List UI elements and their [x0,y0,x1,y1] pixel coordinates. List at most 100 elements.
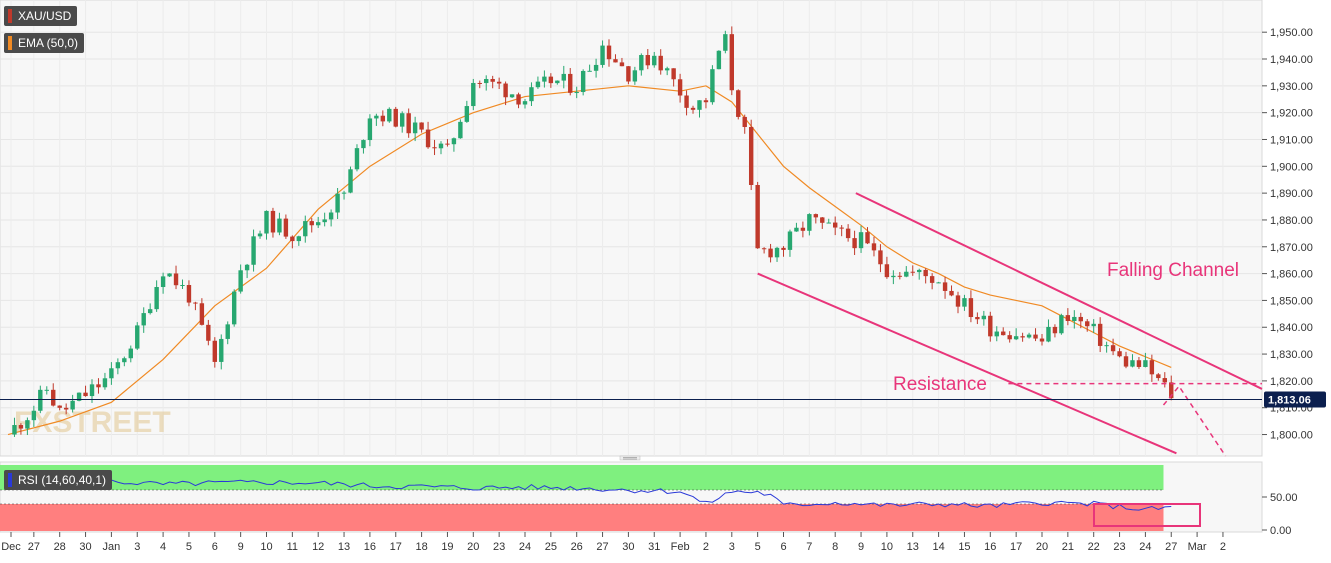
candle-body [367,118,373,141]
price-tick-label: 1,880.00 [1270,215,1313,227]
price-tick-label: 1,940.00 [1270,54,1313,66]
rsi-tick-label: 50.00 [1270,492,1298,504]
candle-body [400,113,405,127]
candle-body [619,62,625,67]
x-tick-label: 3 [134,541,140,553]
candle-body [1123,356,1129,367]
x-tick-label: 6 [212,541,218,553]
candle-body [936,282,941,284]
candle-body [794,227,799,232]
x-tick-label: Jan [103,541,121,553]
price-tick-label: 1,830.00 [1270,349,1313,361]
candle-body [70,400,75,410]
candle-body [219,338,224,362]
candle-body [639,55,644,71]
candle-body [1085,321,1090,327]
x-tick-label: 28 [54,541,66,553]
candle-body [878,250,883,265]
candle-body [89,384,95,397]
candle-body [826,222,831,224]
candle-body [419,122,424,130]
x-tick-label: Feb [671,541,690,553]
candle-body [147,309,153,314]
candle-body [1052,326,1058,334]
x-tick-label: 27 [28,541,40,553]
candle-body [1065,315,1071,321]
candle-body [167,273,172,277]
x-tick-label: 15 [958,541,970,553]
symbol-legend[interactable]: XAU/USD [4,6,78,26]
x-tick-label: 20 [1036,541,1048,553]
x-tick-label: 23 [1113,541,1125,553]
x-tick-label: 27 [1165,541,1177,553]
candle-body [542,76,547,82]
symbol-swatch [8,9,12,23]
candle-body [729,34,734,91]
x-tick-label: 5 [755,541,761,553]
candle-body [852,238,857,249]
x-tick-label: 8 [832,541,838,553]
current-price-tag [1264,391,1326,408]
rsi-oversold-zone [0,504,1164,531]
candle-body [768,248,773,258]
candle-body [891,275,896,278]
candle-body [555,80,560,84]
candle-body [1149,360,1155,375]
candle-body [923,269,928,277]
candle-body [406,113,411,134]
candle-body [264,210,269,234]
candle-body [962,298,967,307]
x-tick-label: 14 [932,541,944,553]
candle-body [44,389,49,391]
candle-body [904,271,909,277]
candle-body [710,69,715,103]
candle-body [186,285,192,303]
candle-body [128,348,133,359]
candle-body [122,358,127,363]
candle-body [109,368,114,379]
candle-body [516,94,521,105]
x-tick-label: 31 [648,541,660,553]
candle-body [587,70,592,72]
channel-upper-line [855,192,1263,390]
ema-legend[interactable]: EMA (50,0) [4,33,85,53]
candle-body [593,64,599,71]
candle-body [975,317,980,320]
rsi-overbought-zone [0,465,1164,490]
rsi-legend[interactable]: RSI (14,60,40,1) [4,470,113,490]
ema-line [7,85,1172,436]
candle-body [671,68,676,80]
candle-body [910,271,915,273]
candle-body [173,273,179,286]
candle-body [141,313,146,326]
x-tick-label: 13 [907,541,919,553]
candle-body [509,94,515,98]
candle-body [865,232,870,244]
x-tick-label: 22 [1088,541,1100,553]
candle-body [361,140,366,149]
candle-body [658,55,663,71]
candle-body [1169,382,1174,399]
candle-body [458,121,463,139]
candle-body [1072,316,1077,321]
candle-body [102,378,108,388]
current-price-label: 1,813.06 [1268,395,1311,407]
candle-body [380,115,386,122]
candle-body [839,227,844,229]
candle-body [574,92,579,94]
x-tick-label: 9 [858,541,864,553]
candle-body [884,264,890,278]
symbol-label: XAU/USD [18,9,72,23]
candle-body [199,303,205,325]
candle-body [477,82,482,84]
candle-body [387,108,392,122]
candle-body [335,193,340,213]
candle-body [1059,315,1064,334]
candle-body [820,217,825,223]
x-tick-label: 10 [881,541,893,553]
candle-body [57,405,62,408]
candle-body [244,264,250,271]
candle-body [438,143,444,149]
